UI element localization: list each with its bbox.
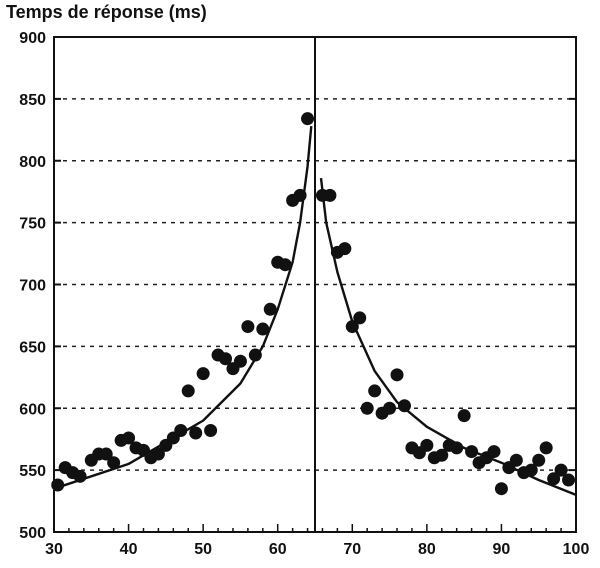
y-tick-label: 750 bbox=[19, 216, 46, 233]
data-point bbox=[547, 472, 561, 486]
data-point bbox=[301, 112, 315, 126]
data-point bbox=[233, 354, 247, 368]
data-point bbox=[524, 463, 538, 477]
data-point bbox=[345, 320, 359, 334]
x-tick-label: 80 bbox=[418, 541, 436, 558]
data-point bbox=[196, 367, 210, 381]
data-point bbox=[256, 322, 270, 336]
x-tick-label: 40 bbox=[120, 541, 138, 558]
data-point bbox=[420, 438, 434, 452]
data-point bbox=[465, 445, 479, 459]
data-point bbox=[532, 453, 546, 467]
data-point bbox=[181, 384, 195, 398]
data-point bbox=[263, 302, 277, 316]
y-tick-label: 800 bbox=[19, 154, 46, 171]
data-point bbox=[397, 399, 411, 413]
y-tick-label: 600 bbox=[19, 401, 46, 418]
data-point bbox=[73, 469, 87, 483]
y-tick-label: 850 bbox=[19, 92, 46, 109]
data-point bbox=[360, 401, 374, 415]
data-point bbox=[383, 401, 397, 415]
data-point bbox=[219, 352, 233, 366]
data-point bbox=[457, 409, 471, 423]
x-tick-label: 100 bbox=[563, 541, 590, 558]
data-point bbox=[151, 447, 165, 461]
x-tick-label: 50 bbox=[194, 541, 212, 558]
y-axis-title: Temps de réponse (ms) bbox=[6, 2, 207, 22]
x-tick-label: 60 bbox=[269, 541, 287, 558]
data-point bbox=[450, 441, 464, 455]
data-point bbox=[338, 242, 352, 256]
x-tick-label: 90 bbox=[493, 541, 511, 558]
data-point bbox=[51, 478, 65, 492]
y-tick-label: 900 bbox=[19, 30, 46, 47]
data-point bbox=[487, 445, 501, 459]
data-point bbox=[390, 368, 404, 382]
data-point bbox=[323, 188, 337, 202]
data-point bbox=[293, 188, 307, 202]
data-point bbox=[509, 453, 523, 467]
data-point bbox=[174, 424, 188, 438]
data-point bbox=[107, 456, 121, 470]
data-point bbox=[494, 482, 508, 496]
data-point bbox=[248, 348, 262, 362]
x-tick-label: 70 bbox=[343, 541, 361, 558]
data-point bbox=[562, 473, 576, 487]
data-point bbox=[368, 384, 382, 398]
data-point bbox=[278, 258, 292, 272]
data-point bbox=[241, 320, 255, 334]
data-point bbox=[99, 447, 113, 461]
y-tick-label: 550 bbox=[19, 463, 46, 480]
y-tick-label: 650 bbox=[19, 339, 46, 356]
data-point bbox=[539, 441, 553, 455]
x-tick-label: 30 bbox=[45, 541, 63, 558]
data-point bbox=[554, 463, 568, 477]
data-point bbox=[353, 311, 367, 325]
data-point bbox=[204, 424, 218, 438]
y-tick-label: 700 bbox=[19, 278, 46, 295]
data-point bbox=[122, 431, 136, 445]
data-point bbox=[435, 448, 449, 462]
y-tick-label: 500 bbox=[19, 525, 46, 542]
data-point bbox=[189, 426, 203, 440]
